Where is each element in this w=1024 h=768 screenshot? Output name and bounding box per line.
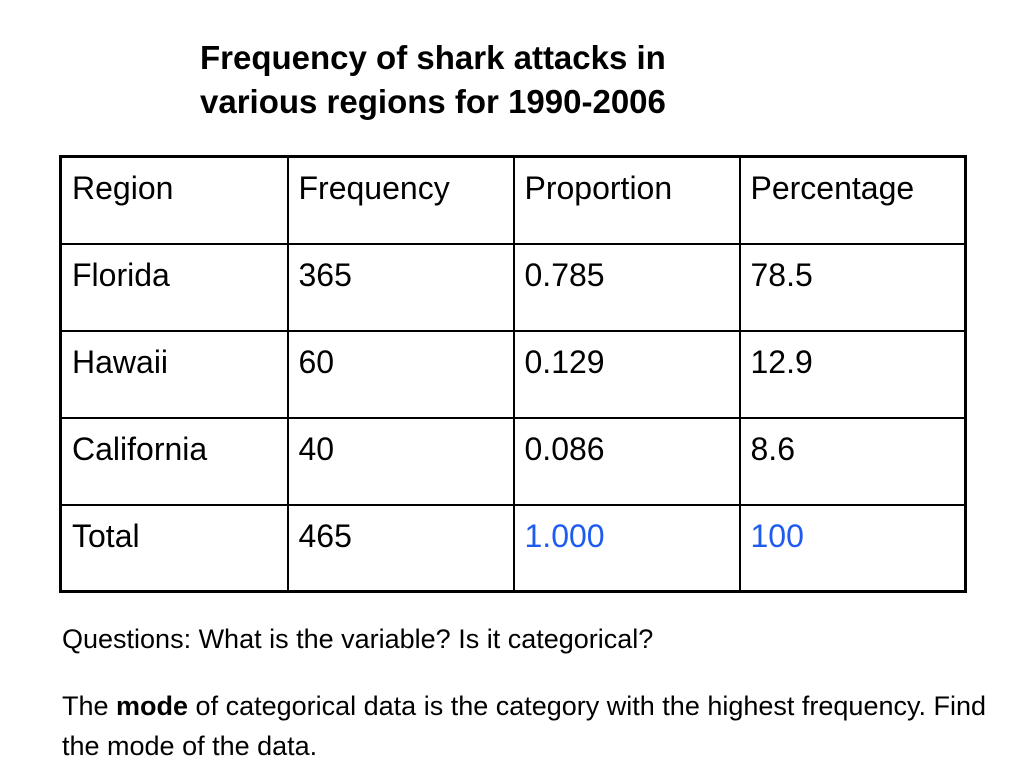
cell-region: Total (59, 503, 289, 593)
cell-frequency: 40 (286, 416, 515, 506)
questions-text: Questions: What is the variable? Is it c… (62, 624, 654, 654)
slide-title: Frequency of shark attacks in various re… (200, 36, 800, 124)
slide-title-line-2: various regions for 1990-2006 (200, 83, 666, 120)
cell-percentage-total: 100 (738, 503, 967, 593)
table-row: Hawaii 60 0.129 12.9 (59, 329, 967, 419)
mode-text-after: of categorical data is the category with… (62, 691, 986, 761)
cell-region: California (59, 416, 289, 506)
cell-region: Florida (59, 242, 289, 332)
cell-percentage: 78.5 (738, 242, 967, 332)
cell-frequency: 365 (286, 242, 515, 332)
table-header-row: Region Frequency Proportion Percentage (59, 155, 967, 245)
mode-explanation: The mode of categorical data is the cate… (62, 686, 1002, 766)
cell-region: Hawaii (59, 329, 289, 419)
mode-term: mode (116, 691, 189, 721)
cell-proportion-total: 1.000 (512, 503, 741, 593)
header-percentage: Percentage (738, 155, 967, 245)
cell-proportion: 0.086 (512, 416, 741, 506)
table-row: Florida 365 0.785 78.5 (59, 242, 967, 332)
table-row: California 40 0.086 8.6 (59, 416, 967, 506)
slide-title-line-1: Frequency of shark attacks in (200, 39, 666, 76)
cell-percentage: 8.6 (738, 416, 967, 506)
header-proportion: Proportion (512, 155, 741, 245)
cell-proportion: 0.129 (512, 329, 741, 419)
cell-frequency: 465 (286, 503, 515, 593)
header-region: Region (59, 155, 289, 245)
cell-frequency: 60 (286, 329, 515, 419)
mode-text-before: The (62, 691, 117, 721)
table-total-row: Total 465 1.000 100 (59, 503, 967, 593)
cell-percentage: 12.9 (738, 329, 967, 419)
cell-proportion: 0.785 (512, 242, 741, 332)
shark-attack-table: Region Frequency Proportion Percentage F… (59, 155, 967, 593)
header-frequency: Frequency (286, 155, 515, 245)
